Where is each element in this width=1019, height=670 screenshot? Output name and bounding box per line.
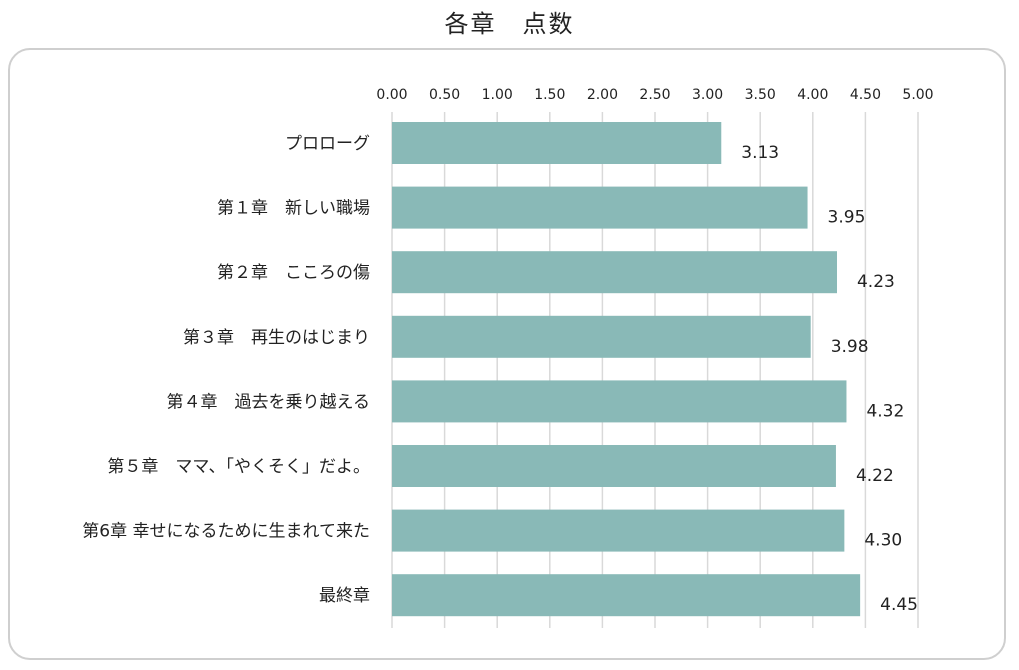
bar (392, 186, 808, 229)
x-tick-label: 5.00 (902, 87, 933, 103)
x-tick-label: 0.50 (429, 87, 460, 103)
x-tick-label: 4.00 (797, 87, 828, 103)
category-label: 最終章 (319, 586, 370, 606)
category-label: 第6章 幸せになるために生まれて来た (82, 522, 370, 542)
data-label: 4.22 (856, 466, 894, 486)
x-tick-label: 2.50 (639, 87, 670, 103)
data-label: 4.32 (866, 401, 904, 421)
data-label: 4.30 (864, 531, 902, 551)
data-label: 4.23 (857, 272, 895, 292)
x-tick-label: 1.00 (482, 87, 513, 103)
category-label: 第２章 こころの傷 (217, 263, 370, 283)
bar (392, 509, 845, 552)
category-label: 第１章 新しい職場 (217, 199, 370, 219)
category-label: 第５章 ママ、「やくそく」だよ。 (107, 457, 370, 477)
x-tick-label: 1.50 (534, 87, 565, 103)
bar (392, 122, 722, 164)
data-label: 4.45 (880, 595, 918, 615)
x-tick-label: 4.50 (850, 87, 881, 103)
x-tick-label: 0.00 (376, 87, 407, 103)
bar (392, 445, 836, 487)
data-label: 3.98 (831, 337, 869, 357)
bar (392, 315, 811, 358)
data-label: 3.13 (741, 143, 779, 163)
x-tick-label: 3.00 (692, 87, 723, 103)
chart-title: 各章 点数 (444, 10, 575, 38)
bar (392, 574, 861, 617)
category-label: 第３章 再生のはじまり (183, 328, 370, 348)
category-label: プロローグ (285, 134, 370, 154)
category-label: 第４章 過去を乗り越える (167, 392, 371, 412)
data-label: 3.95 (828, 208, 866, 228)
x-tick-label: 2.00 (587, 87, 618, 103)
bar (392, 380, 847, 423)
x-tick-label: 3.50 (745, 87, 776, 103)
bar (392, 251, 837, 294)
